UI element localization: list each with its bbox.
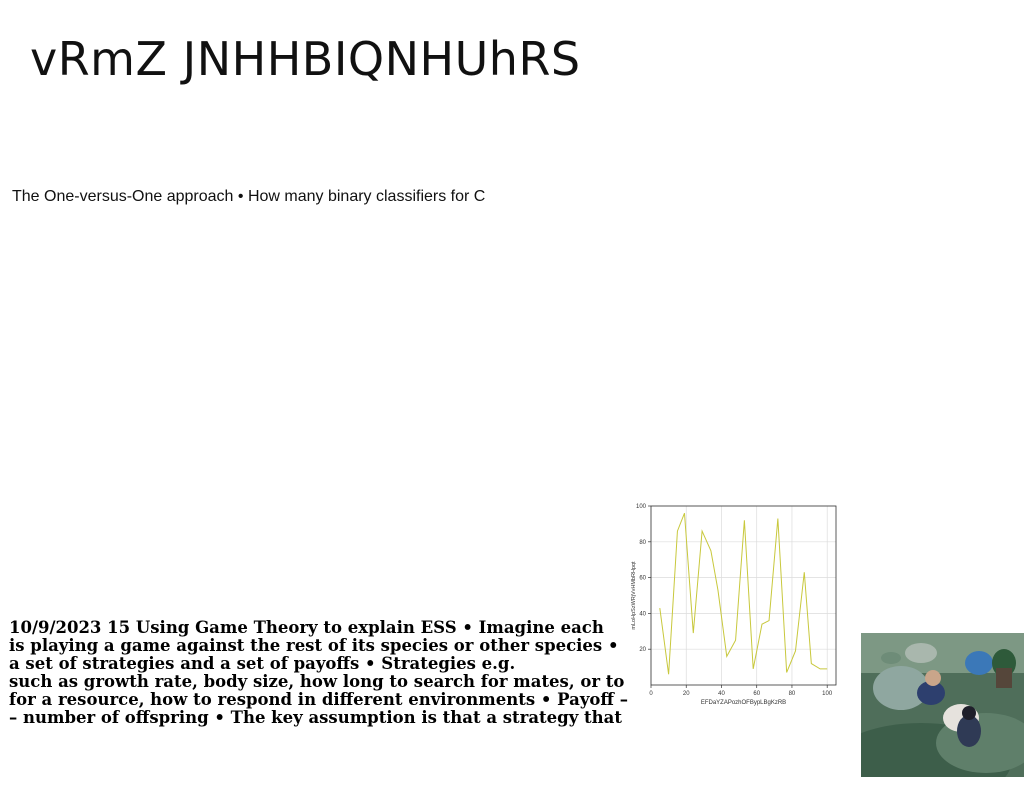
series-line [659,512,828,675]
y-tick-label: 20 [639,647,646,653]
x-tick-label: 20 [683,691,690,697]
plot-frame [650,505,837,686]
body-text: 10/9/2023 15 Using Game Theory to explai… [9,618,628,727]
photo-illustration [861,633,1024,777]
y-tick-label: 100 [636,504,647,510]
x-tick-label: 60 [753,691,760,697]
body-line: is playing a game against the rest of it… [9,636,619,655]
y-tick-label: 40 [639,611,646,617]
body-line: a set of strategies and a set of payoffs… [9,654,516,673]
body-line: 10/9/2023 15 Using Game Theory to explai… [9,618,604,637]
body-line: for a resource, how to respond in differ… [9,690,628,709]
slide-subtitle: The One-versus-One approach • How many b… [12,188,486,205]
x-tick-label: 0 [649,691,653,697]
slide-title: vRmZ JNHHBIQNHUhRS [30,32,581,86]
line-chart: 20 40 60 80 100 0 20 40 60 80 100 EFDaYZAPozhOFBypL… [628,498,840,708]
x-tick-label: 40 [718,691,725,697]
x-axis-label: EFDaYZAPozhOFBypLBgKzRB [701,700,786,706]
body-line: such as growth rate, body size, how long… [9,672,625,691]
y-tick-label: 60 [639,576,646,582]
x-tick-label: 80 [789,691,796,697]
body-line: – number of offspring • The key assumpti… [9,708,622,727]
y-tick-label: 80 [639,540,646,546]
line-chart-svg: 20 40 60 80 100 0 20 40 60 80 100 EFDaYZAPozhOFBypL… [631,504,837,706]
x-tick-label: 100 [822,691,833,697]
y-axis-label: mLoHpSzWRjVvHMbRHpqt [631,561,637,630]
photo-image [861,633,1024,777]
